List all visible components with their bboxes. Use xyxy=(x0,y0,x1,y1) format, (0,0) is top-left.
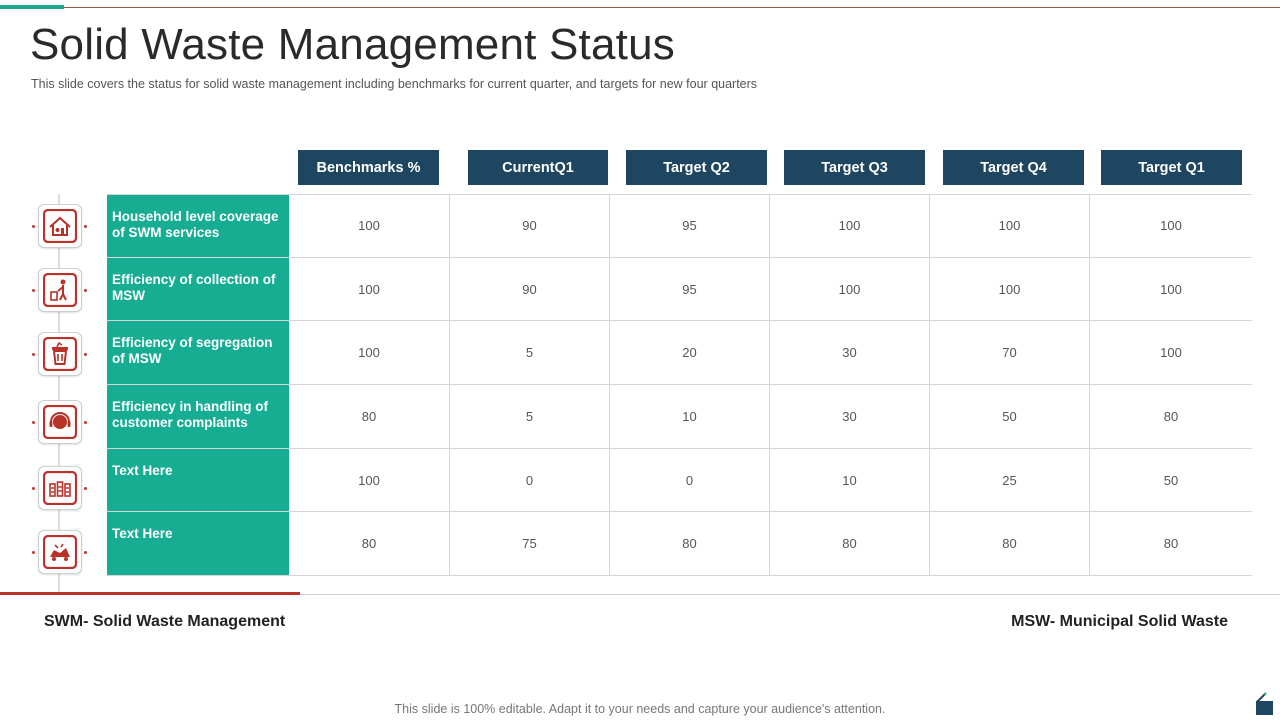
table-cell: 0 xyxy=(610,448,770,512)
table-cell: 30 xyxy=(770,321,930,385)
row-label: Efficiency of collection of MSW xyxy=(107,257,289,321)
decorative-dot xyxy=(84,289,87,292)
decorative-dot xyxy=(84,487,87,490)
table-cell: 80 xyxy=(1163,536,1179,552)
table-cell: 95 xyxy=(610,195,770,257)
column-header-target-q2: Target Q2 xyxy=(626,150,767,185)
person-trash-bin-icon xyxy=(38,268,82,312)
page-subtitle: This slide covers the status for solid w… xyxy=(31,77,758,91)
row-label: Text Here xyxy=(107,512,289,576)
table-row: Efficiency of segregation of MSW 100 5 2… xyxy=(107,321,1252,386)
table-row: Efficiency of collection of MSW 100 90 9… xyxy=(107,257,1252,322)
decorative-dot xyxy=(32,421,35,424)
column-headers: Benchmarks % CurrentQ1 Target Q2 Target … xyxy=(0,150,1280,185)
column-header-target-q3: Target Q3 xyxy=(784,150,925,185)
table-row: Text Here 100 0 0 10 25 50 xyxy=(107,448,1252,513)
table-cell: 80 xyxy=(770,512,930,576)
edit-icon[interactable] xyxy=(1253,692,1275,716)
table-cell: 90 xyxy=(450,195,610,257)
table-cell: 20 xyxy=(610,321,770,385)
top-accent-bar xyxy=(0,5,64,9)
table-cell: 95 xyxy=(610,257,770,321)
table-cell: 100 xyxy=(930,195,1090,257)
icon-connector-line xyxy=(58,194,60,594)
row-label: Text Here xyxy=(107,448,289,512)
table-row: Efficiency in handling of customer compl… xyxy=(107,385,1252,449)
column-header-target-q1: Target Q1 xyxy=(1101,150,1242,185)
table-cell: 100 xyxy=(289,321,450,385)
table-cell: 100 xyxy=(770,257,930,321)
decorative-dot xyxy=(84,225,87,228)
segregation-bins-icon xyxy=(38,466,82,510)
table-cell: 80 xyxy=(610,512,770,576)
decorative-dot xyxy=(84,421,87,424)
table-cell: 70 xyxy=(930,321,1090,385)
table-cell: 80 xyxy=(289,512,450,576)
decorative-dot xyxy=(32,225,35,228)
table-cell: 100 xyxy=(289,448,450,512)
waste-bin-icon xyxy=(38,332,82,376)
bottom-divider xyxy=(0,594,1280,595)
column-header-target-q4: Target Q4 xyxy=(943,150,1084,185)
table-cell: 100 xyxy=(930,257,1090,321)
table-cell: 100 xyxy=(289,257,450,321)
customer-support-headset-icon xyxy=(38,400,82,444)
table-cell: 0 xyxy=(450,448,610,512)
table-cell: 50 xyxy=(930,385,1090,448)
column-header-benchmarks: Benchmarks % xyxy=(298,150,439,185)
table-cell: 25 xyxy=(930,448,1090,512)
table-cell: 50 xyxy=(1163,472,1179,488)
table-row: Text Here 80 75 80 80 80 80 xyxy=(107,512,1252,577)
decorative-dot xyxy=(32,289,35,292)
waste-truck-icon xyxy=(38,530,82,574)
house-recycle-icon xyxy=(38,204,82,248)
table-cell: 30 xyxy=(770,385,930,448)
row-label: Efficiency of segregation of MSW xyxy=(107,321,289,385)
bottom-accent-bar xyxy=(0,592,300,595)
row-label: Household level coverage of SWM services xyxy=(107,195,289,257)
page-title: Solid Waste Management Status xyxy=(30,20,675,69)
table-cell: 80 xyxy=(289,385,450,448)
table-cell: 80 xyxy=(930,512,1090,576)
table-cell: 5 xyxy=(450,321,610,385)
table-cell: 100 xyxy=(289,195,450,257)
top-divider xyxy=(0,7,1280,8)
status-table: Household level coverage of SWM services… xyxy=(107,194,1252,577)
legend-swm: SWM- Solid Waste Management xyxy=(44,613,286,630)
table-cell: 100 xyxy=(770,195,930,257)
column-header-current-q1: CurrentQ1 xyxy=(468,150,608,185)
table-cell: 100 xyxy=(1160,345,1182,361)
table-cell: 100 xyxy=(1160,218,1182,234)
table-cell: 100 xyxy=(1160,281,1182,297)
row-label: Efficiency in handling of customer compl… xyxy=(107,385,289,448)
table-row: Household level coverage of SWM services… xyxy=(107,194,1252,258)
decorative-dot xyxy=(32,353,35,356)
table-cell: 5 xyxy=(450,385,610,448)
table-cell: 75 xyxy=(450,512,610,576)
table-cell: 90 xyxy=(450,257,610,321)
decorative-dot xyxy=(84,353,87,356)
footer-note: This slide is 100% editable. Adapt it to… xyxy=(394,702,886,716)
legend-msw: MSW- Municipal Solid Waste xyxy=(1011,613,1228,630)
table-cell: 10 xyxy=(610,385,770,448)
table-cell: 80 xyxy=(1163,408,1179,424)
table-cell: 10 xyxy=(770,448,930,512)
decorative-dot xyxy=(84,551,87,554)
decorative-dot xyxy=(32,551,35,554)
decorative-dot xyxy=(32,487,35,490)
